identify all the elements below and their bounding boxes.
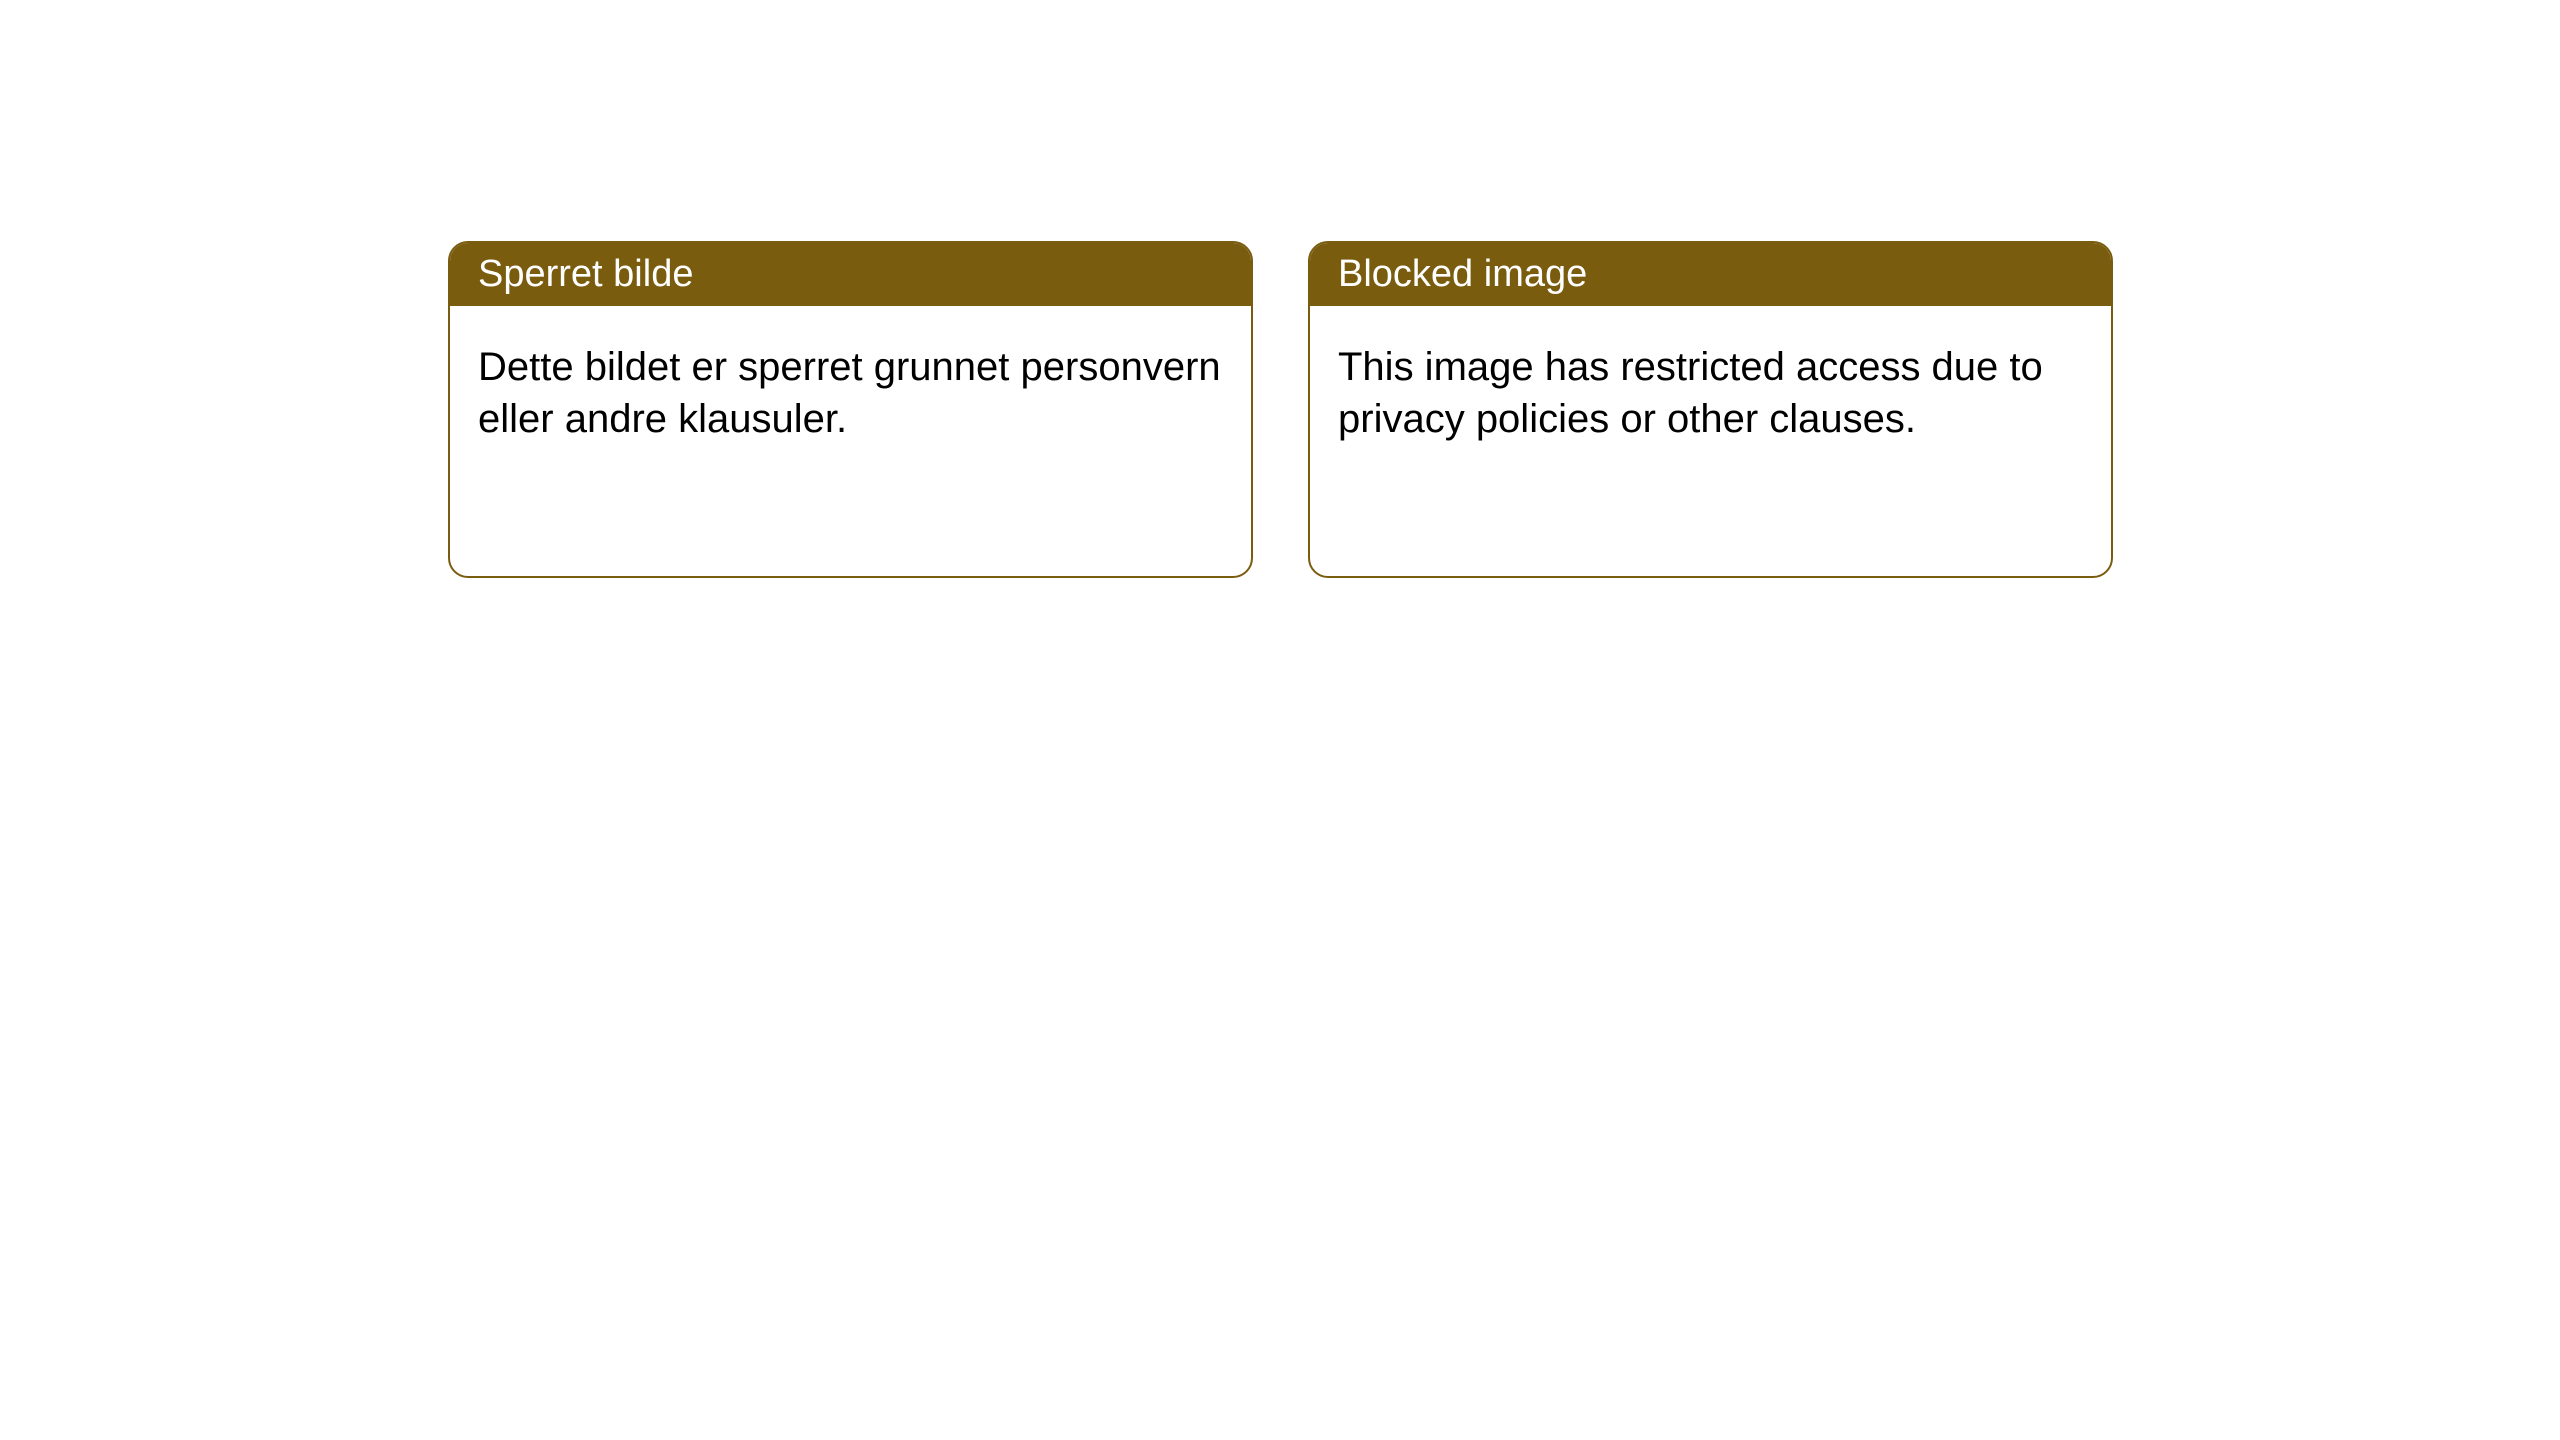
- notice-card-message: Dette bildet er sperret grunnet personve…: [478, 345, 1221, 441]
- notice-container: Sperret bilde Dette bildet er sperret gr…: [0, 0, 2560, 578]
- notice-card-header: Blocked image: [1310, 243, 2111, 306]
- notice-card-title: Sperret bilde: [478, 253, 693, 295]
- notice-card-body: Dette bildet er sperret grunnet personve…: [450, 306, 1251, 480]
- notice-card-message: This image has restricted access due to …: [1338, 345, 2043, 441]
- notice-card-title: Blocked image: [1338, 253, 1587, 295]
- notice-card-norwegian: Sperret bilde Dette bildet er sperret gr…: [448, 241, 1253, 578]
- notice-card-body: This image has restricted access due to …: [1310, 306, 2111, 480]
- notice-card-header: Sperret bilde: [450, 243, 1251, 306]
- notice-card-english: Blocked image This image has restricted …: [1308, 241, 2113, 578]
